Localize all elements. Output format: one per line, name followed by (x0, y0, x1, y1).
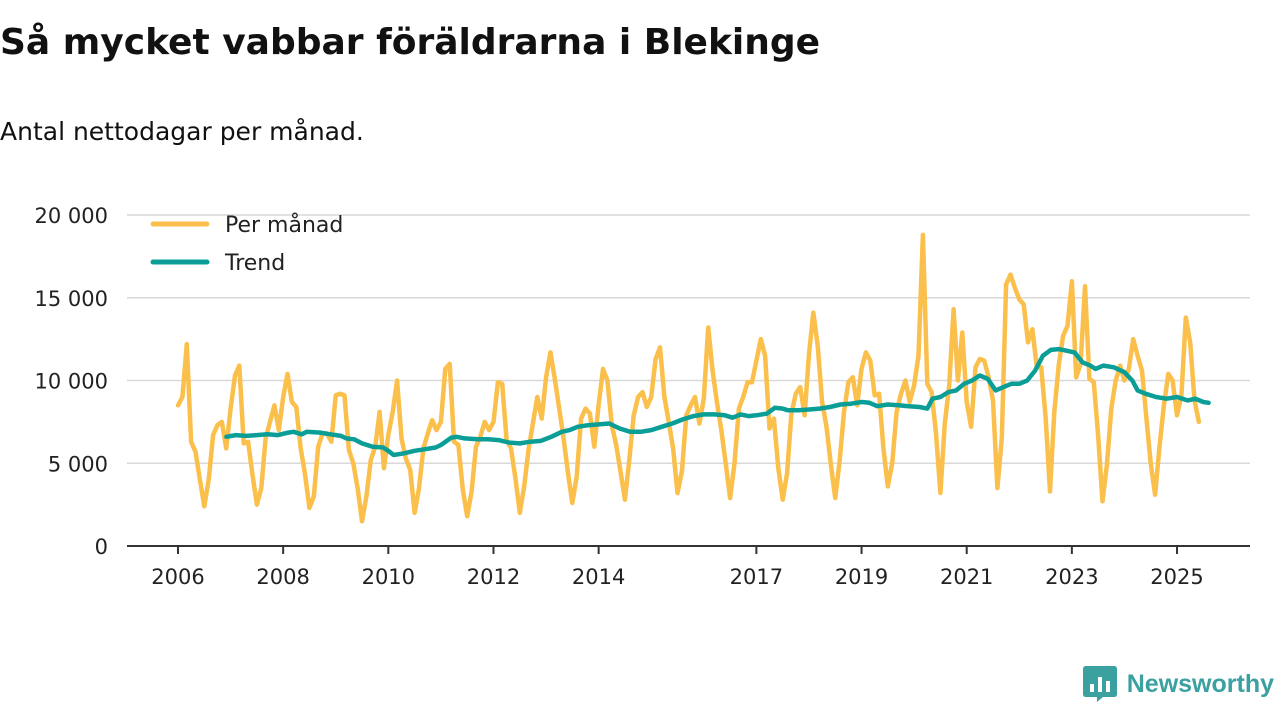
legend-label: Trend (224, 251, 285, 276)
x-tick-label: 2017 (730, 565, 783, 589)
series-line-trend (224, 346, 1211, 458)
brand-name: Newsworthy (1126, 669, 1274, 698)
chart-subtitle: Antal nettodagar per månad. (0, 117, 364, 146)
axes: 0 5 000 10 000 15 000 20 000 2006 2008 2010 2012… (35, 204, 1250, 589)
x-tick-label: 2025 (1150, 565, 1203, 589)
bar-chart-icon (1082, 666, 1117, 702)
x-tick-label: 2006 (151, 565, 204, 589)
y-tick-label: 15 000 (35, 287, 108, 311)
y-tick-label: 5 000 (48, 452, 108, 476)
y-tick-label: 10 000 (35, 370, 108, 394)
x-tick-label: 2008 (256, 565, 309, 589)
x-tick-label: 2012 (467, 565, 520, 589)
x-tick-label: 2019 (835, 565, 888, 589)
legend: Per månad Trend (150, 212, 343, 276)
x-tick-label: 2010 (362, 565, 415, 589)
legend-label: Per månad (225, 212, 343, 238)
series (175, 232, 1211, 524)
brand-logo: Newsworthy (1082, 666, 1274, 702)
x-tick-label: 2021 (940, 565, 993, 589)
x-tick-label: 2023 (1045, 565, 1098, 589)
gridlines (127, 214, 1250, 464)
y-tick-label: 20 000 (35, 204, 108, 228)
y-tick-label: 0 (95, 535, 108, 559)
x-tick-label: 2014 (572, 565, 625, 589)
chart-title: Så mycket vabbar föräldrarna i Blekinge (0, 22, 821, 63)
series-line-per-manad (175, 232, 1202, 524)
